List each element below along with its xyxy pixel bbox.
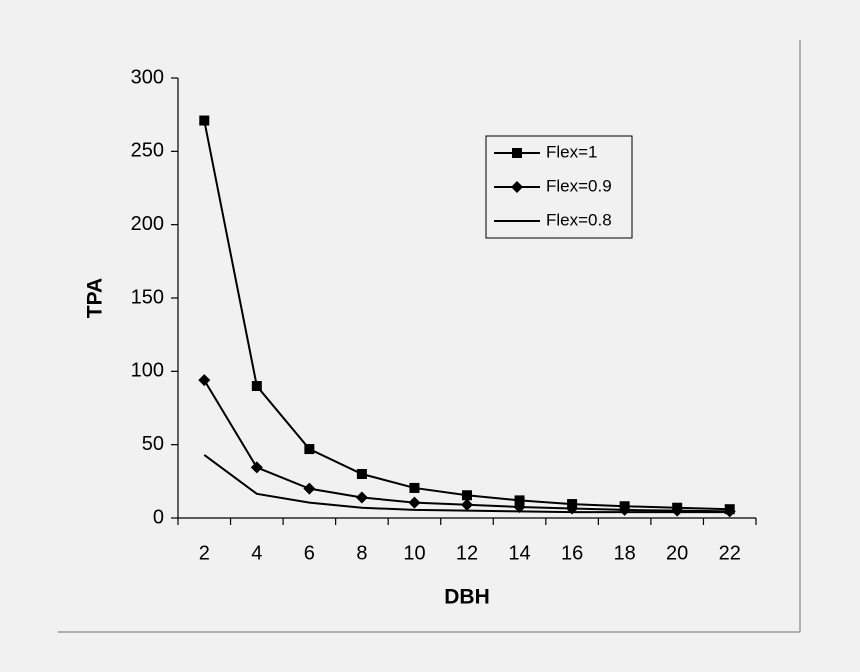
marker-square <box>304 444 315 455</box>
marker-diamond <box>513 501 526 513</box>
x-tick-label: 22 <box>719 542 741 564</box>
marker-diamond <box>671 504 684 517</box>
marker-square <box>251 381 262 391</box>
marker-square <box>409 482 420 493</box>
marker-diamond <box>303 482 316 495</box>
marker-diamond <box>250 461 263 474</box>
legend-label: Flex=0.8 <box>546 210 612 229</box>
x-tick-label: 16 <box>561 542 583 564</box>
marker-square <box>356 469 367 479</box>
legend-label: Flex=0.9 <box>546 176 612 195</box>
marker-diamond <box>355 491 368 504</box>
y-tick-label: 150 <box>131 286 164 308</box>
series-line <box>203 120 730 511</box>
x-tick-label: 18 <box>614 542 636 564</box>
y-tick-label: 100 <box>131 360 164 382</box>
x-tick-label: 6 <box>304 542 315 564</box>
marker-diamond <box>461 498 473 511</box>
legend-marker <box>511 181 523 193</box>
marker-square <box>199 115 210 126</box>
marker-square <box>462 490 472 501</box>
y-tick-label: 200 <box>131 213 164 235</box>
x-tick-label: 10 <box>403 542 425 564</box>
x-axis-title: DBH <box>444 586 490 609</box>
x-tick-label: 4 <box>251 542 262 564</box>
marker-diamond <box>408 496 421 509</box>
legend-marker <box>512 148 522 158</box>
marker-square <box>514 495 525 506</box>
x-tick-label: 20 <box>666 542 688 564</box>
y-tick-label: 50 <box>142 433 164 455</box>
y-tick-label: 250 <box>131 140 164 162</box>
legend-box <box>485 135 633 239</box>
y-axis-title: TPA <box>84 278 107 318</box>
x-tick-label: 12 <box>456 542 478 564</box>
marker-diamond <box>198 374 211 387</box>
x-tick-label: 2 <box>199 542 210 564</box>
legend-label: Flex=1 <box>546 142 598 161</box>
y-tick-label: 0 <box>153 506 164 528</box>
y-tick-label: 300 <box>131 66 164 88</box>
x-tick-label: 8 <box>356 542 367 564</box>
marker-diamond <box>618 503 631 516</box>
series-line <box>203 454 730 514</box>
x-tick-label: 14 <box>508 542 530 564</box>
